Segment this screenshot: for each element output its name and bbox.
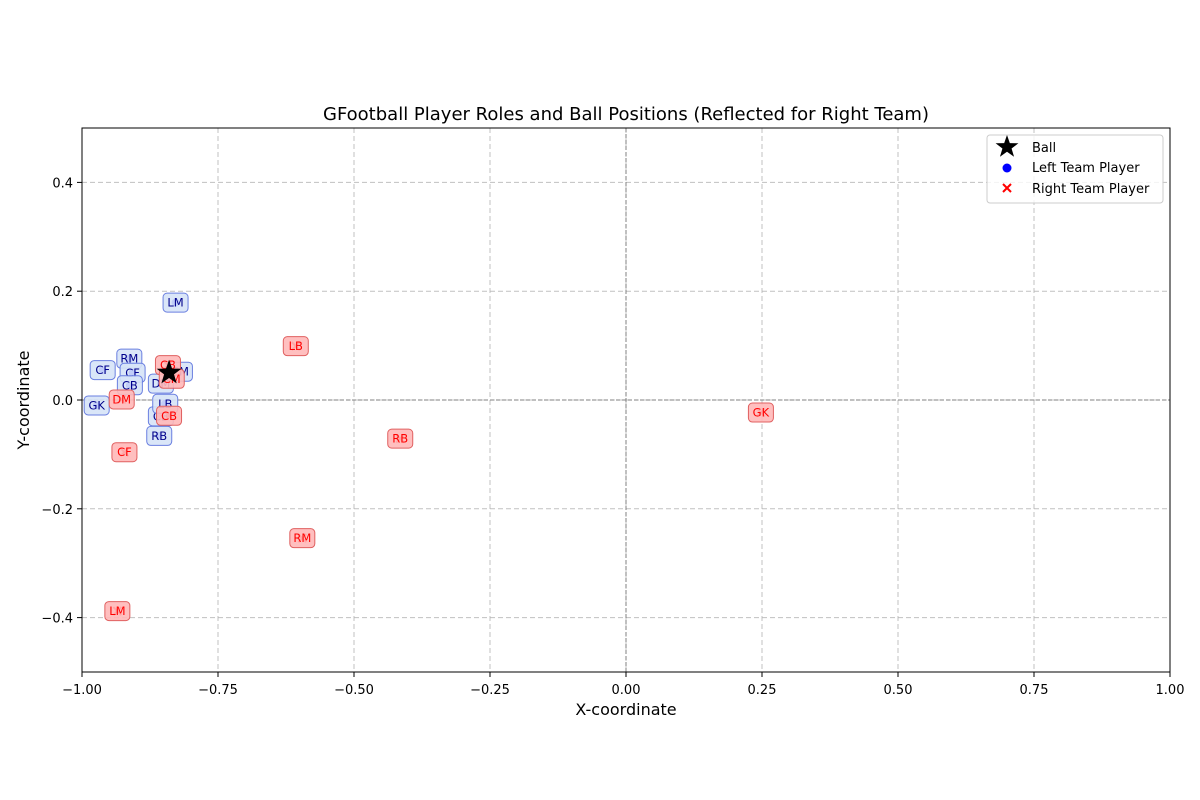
reference-lines	[82, 128, 1170, 672]
left-team-role-label-box	[162, 292, 189, 313]
y-tick-label: −0.2	[41, 503, 73, 518]
right-team-role-label-text: DM	[112, 392, 131, 406]
left-team-role-label: RB	[146, 425, 173, 446]
left-team-role-label: LM	[162, 292, 189, 313]
right-team-role-label-box	[387, 428, 414, 449]
right-team-role-label-box	[747, 402, 774, 423]
right-team-role-label-text: CF	[117, 445, 132, 459]
right-team-role-label-box	[104, 601, 131, 622]
legend-left-team-circle-icon	[1002, 163, 1012, 173]
left-team-role-label-box	[89, 360, 116, 381]
right-team-role-label: CF	[111, 442, 138, 463]
left-team-role-label-box	[146, 425, 173, 446]
y-tick-label: 0.0	[52, 394, 73, 409]
right-team-role-label: CB	[156, 405, 183, 426]
y-tick-label: 0.4	[52, 176, 73, 191]
plot-frame	[81, 127, 1171, 673]
left-team-role-label: GK	[83, 395, 110, 416]
x-axis-ticks: −1.00 −0.75 −0.50 −0.25 0.00 0.25 0.50 0.75 1.00	[62, 672, 1184, 698]
left-team-role-label-text: CF	[95, 363, 110, 377]
right-team-role-label-text: RB	[392, 432, 408, 446]
right-team-role-label: DM	[108, 389, 135, 410]
left-team-role-label-text: GK	[88, 398, 105, 412]
right-team-role-label-box	[111, 442, 138, 463]
right-team-role-label-box	[156, 405, 183, 426]
right-team-role-label-box	[289, 528, 316, 549]
x-tick-label: 0.75	[1020, 683, 1049, 698]
x-axis-title: X-coordinate	[575, 700, 676, 719]
right-team-role-label: LB	[282, 336, 309, 357]
chart-title: GFootball Player Roles and Ball Position…	[323, 104, 929, 125]
right-team-role-label: GK	[747, 402, 774, 423]
x-tick-label: 0.00	[612, 683, 641, 698]
legend-frame	[986, 134, 1164, 204]
right-team-role-label-text: LB	[289, 339, 303, 353]
right-team-role-label-box	[282, 336, 309, 357]
x-tick-label: 0.50	[884, 683, 913, 698]
left-team-role-label: CF	[89, 360, 116, 381]
x-tick-label: −0.75	[198, 683, 238, 698]
x-tick-label: −0.50	[334, 683, 374, 698]
right-team-role-label: RB	[387, 428, 414, 449]
ball-point	[156, 359, 182, 384]
y-axis-ticks: −0.4 −0.2 0.0 0.2 0.4	[41, 176, 82, 627]
right-team-role-label: LM	[104, 601, 131, 622]
right-team-role-label-text: CB	[161, 409, 177, 423]
legend-right-team-x-icon	[1002, 183, 1012, 193]
left-team-role-label-text: RM	[120, 352, 138, 366]
x-tick-label: −1.00	[62, 683, 102, 698]
left-team-role-label-text: RB	[151, 429, 167, 443]
x-tick-label: 0.25	[748, 683, 777, 698]
y-tick-label: 0.2	[52, 285, 73, 300]
right-team-role-label-text: RM	[293, 531, 311, 545]
x-tick-label: 1.00	[1156, 683, 1185, 698]
legend: Ball Left Team Player Right Team Player	[986, 134, 1164, 204]
legend-label-left-team: Left Team Player	[1032, 161, 1140, 176]
legend-ball-star-icon	[995, 135, 1019, 157]
right-team-role-label-text: LM	[109, 604, 125, 618]
data-points: GKCFRMCFCBDMCBLBRBCMLMGKLBRBRMLMCFDMCBCB…	[83, 292, 774, 622]
right-team-role-label-text: GK	[753, 406, 770, 420]
right-team-role-label-box	[108, 389, 135, 410]
left-team-role-label-text: CB	[122, 378, 138, 392]
y-axis-title: Y-coordinate	[14, 351, 33, 451]
legend-label-ball: Ball	[1032, 141, 1056, 156]
right-team-role-label: RM	[289, 528, 316, 549]
legend-label-right-team: Right Team Player	[1032, 182, 1150, 197]
y-tick-label: −0.4	[41, 612, 73, 627]
left-team-role-label-text: LM	[167, 296, 183, 310]
x-tick-label: −0.25	[470, 683, 510, 698]
